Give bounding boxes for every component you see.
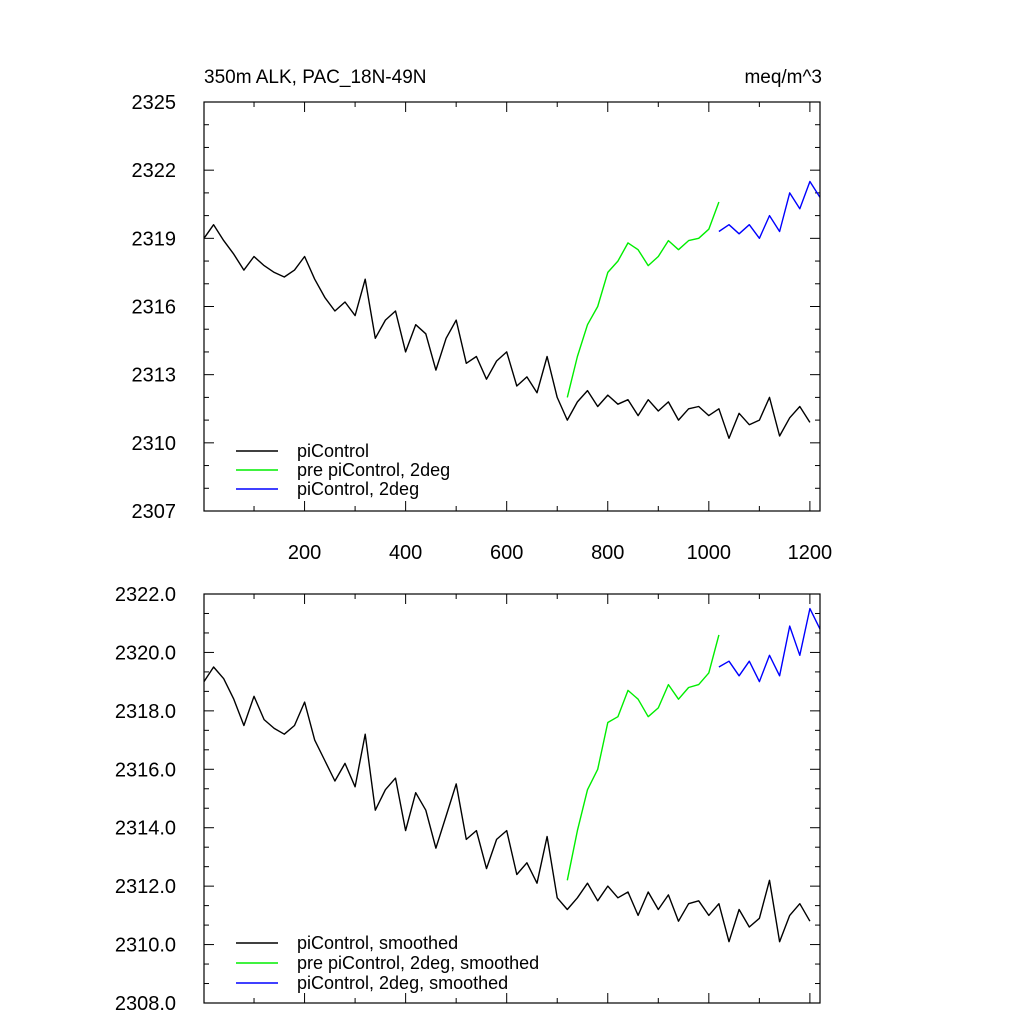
bottom-panel: 2308.0 2310.0 2312.0 2314.0 2316.0 2318.0 2320…	[115, 584, 821, 1015]
bottom-legend-label-0: piControl, smoothed	[297, 933, 458, 953]
bottom-axis-tick-labels: 2308.0 2310.0 2312.0 2314.0 2316.0 2318.0 2320…	[115, 584, 176, 1015]
top-x-tick-label: 1000	[687, 542, 732, 564]
top-x-tick-label: 1200	[788, 542, 833, 564]
top-series-line-2	[718, 180, 821, 240]
bottom-y-tick-label: 2318.0	[115, 701, 176, 723]
top-y-tick-label: 2313	[132, 365, 177, 387]
bottom-y-tick-label: 2316.0	[115, 759, 176, 781]
bottom-legend-label-2: piControl, 2deg, smoothed	[297, 973, 508, 993]
bottom-legend-label-1: pre piControl, 2deg, smoothed	[297, 953, 539, 973]
bottom-axis-ticks	[204, 593, 820, 1004]
top-x-tick-label: 600	[490, 542, 523, 564]
top-y-tick-label: 2325	[132, 92, 177, 114]
top-y-tick-label: 2307	[132, 501, 177, 523]
bottom-y-tick-label: 2308.0	[115, 993, 176, 1015]
top-x-tick-label: 200	[288, 542, 321, 564]
bottom-y-tick-label: 2320.0	[115, 642, 176, 664]
bottom-series-line-1	[566, 634, 720, 881]
top-series-line-0	[203, 223, 811, 439]
bottom-y-tick-label: 2312.0	[115, 876, 176, 898]
top-y-tick-label: 2322	[132, 160, 177, 182]
top-plot-frame	[203, 101, 821, 512]
top-chart-title: 350m ALK, PAC_18N-49N	[204, 67, 427, 88]
bottom-data-lines	[203, 607, 821, 943]
top-legend-label-0: piControl	[297, 441, 369, 461]
top-panel: 350m ALK, PAC_18N-49N meq/m^3 2307231023…	[132, 67, 833, 564]
top-legend-label-1: pre piControl, 2deg	[297, 460, 450, 480]
top-y-tick-label: 2319	[132, 228, 177, 250]
bottom-plot-frame	[203, 593, 821, 1004]
top-x-tick-label: 400	[389, 542, 422, 564]
top-chart-units: meq/m^3	[744, 67, 822, 88]
top-data-lines	[203, 180, 821, 439]
bottom-series-line-2	[718, 607, 821, 683]
top-y-tick-label: 2310	[132, 433, 177, 455]
bottom-y-tick-label: 2322.0	[115, 584, 176, 606]
top-series-line-1	[566, 201, 720, 398]
top-axis-tick-labels: 2307 2310 2313 2316 2319 2322 2325 200 400 600 800…	[132, 92, 833, 564]
top-y-tick-label: 2316	[132, 297, 177, 319]
top-x-tick-label: 800	[591, 542, 624, 564]
bottom-y-tick-label: 2314.0	[115, 818, 176, 840]
top-legend-label-2: piControl, 2deg	[297, 479, 419, 499]
bottom-y-tick-label: 2310.0	[115, 935, 176, 957]
bottom-series-line-0	[203, 666, 811, 943]
